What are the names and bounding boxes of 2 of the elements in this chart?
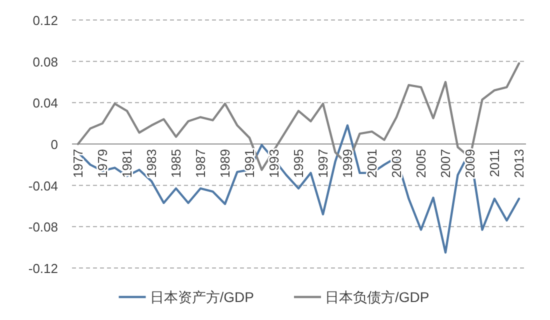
- legend-label: 日本资产方/GDP: [150, 289, 254, 305]
- legend-label: 日本负债方/GDP: [325, 289, 430, 305]
